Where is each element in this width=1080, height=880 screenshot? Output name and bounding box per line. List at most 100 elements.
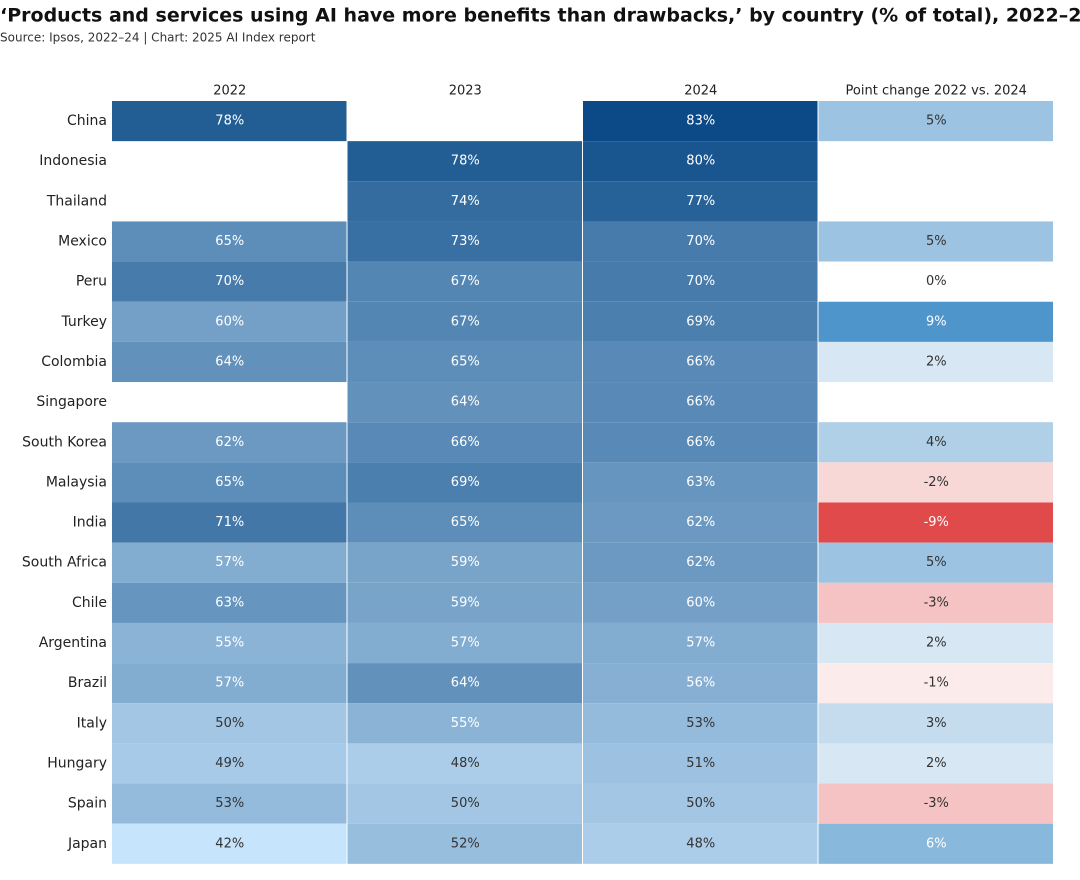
heatmap-cell [818,422,1053,463]
cell-label: 48% [451,756,480,771]
cell-label: 50% [215,716,244,731]
cell-label: 64% [451,676,480,691]
heatmap-cell [583,823,818,864]
row-label: Japan [67,836,107,852]
heatmap-cell [583,582,818,623]
heatmap-cell [583,743,818,784]
cell-label: 57% [215,676,244,691]
cell-label: 42% [215,836,244,851]
heatmap-cell [818,261,1053,302]
chart-subtitle: Source: Ipsos, 2022–24 | Chart: 2025 AI … [0,31,316,45]
heatmap-cell [112,502,347,543]
cell-label: -1% [924,676,949,691]
row-label: Turkey [60,314,107,330]
cell-label: 63% [215,595,244,610]
heatmap-cell [112,542,347,583]
row-label: Hungary [47,755,107,771]
heatmap-cell [112,703,347,744]
heatmap-cell [347,703,582,744]
cell-label: 53% [686,716,715,731]
cell-label: 2% [926,756,947,771]
heatmap-cell [818,301,1053,342]
heatmap-cell [347,823,582,864]
row-label: Brazil [68,675,107,691]
cell-label: 64% [215,354,244,369]
heatmap-cell [818,783,1053,824]
row-label: Mexico [58,234,107,250]
cell-label: 78% [215,114,244,129]
cell-label: 5% [926,555,947,570]
cell-label: -3% [924,595,949,610]
cell-label: 63% [686,475,715,490]
chart-title: ‘Products and services using AI have mor… [0,5,1080,27]
heatmap-cell [583,663,818,704]
heatmap-cell [818,743,1053,784]
cell-label: 83% [686,114,715,129]
column-header: 2023 [449,84,482,99]
heatmap-cell [583,181,818,222]
cell-label: 55% [451,716,480,731]
cell-label: 3% [926,716,947,731]
heatmap-cell [818,622,1053,664]
heatmap-cell [347,382,582,423]
heatmap-cell [583,341,818,383]
cell-label: 66% [686,354,715,369]
cell-label: 5% [926,234,947,249]
heatmap-cell [818,101,1053,142]
cell-label: 66% [686,395,715,410]
heatmap-cell [583,542,818,583]
cell-label: 65% [451,354,480,369]
cell-label: 70% [215,274,244,289]
heatmap-cell [112,823,347,864]
cell-label: 50% [451,796,480,811]
cell-label: 77% [686,194,715,209]
heatmap-cell [112,663,347,704]
cell-label: 49% [215,756,244,771]
cell-label: 0% [926,274,947,289]
heatmap-cell [818,341,1053,383]
heatmap-cell [112,783,347,824]
cell-label: 66% [451,435,480,450]
heatmap-cell [347,663,582,704]
cell-label: 69% [451,475,480,490]
cell-label: 71% [215,515,244,530]
cell-label: 74% [451,194,480,209]
column-header: Point change 2022 vs. 2024 [846,84,1027,99]
heatmap-cell [583,221,818,262]
cell-label: -9% [924,515,949,530]
row-label: Thailand [46,193,107,209]
cell-label: -2% [924,475,949,490]
heatmap-cell [347,301,582,342]
heatmap-cell [112,301,347,342]
cell-label: 51% [686,756,715,771]
heatmap-cell [112,462,347,503]
heatmap-cell [818,502,1053,543]
cell-label: 78% [451,154,480,169]
cell-label: 48% [686,836,715,851]
row-label: Chile [72,595,107,611]
cell-label: 4% [926,435,947,450]
heatmap-cell [583,301,818,342]
heatmap-cell [347,582,582,623]
heatmap-cell [583,622,818,664]
cell-label: 70% [686,234,715,249]
cell-label: 60% [215,314,244,329]
cell-label: 56% [686,676,715,691]
heatmap-cell [112,582,347,623]
heatmap-cell [818,663,1053,704]
heatmap-cell [818,462,1053,503]
cell-label: 59% [451,555,480,570]
heatmap-cell [347,422,582,463]
cell-label: 69% [686,314,715,329]
row-label: Argentina [39,635,107,651]
cell-label: 66% [686,435,715,450]
row-label: Singapore [36,394,107,410]
heatmap-cell [818,542,1053,583]
cell-label: 59% [451,595,480,610]
cell-label: 57% [451,636,480,651]
cell-label: 67% [451,274,480,289]
row-label: Colombia [41,354,107,370]
cell-label: 65% [215,475,244,490]
